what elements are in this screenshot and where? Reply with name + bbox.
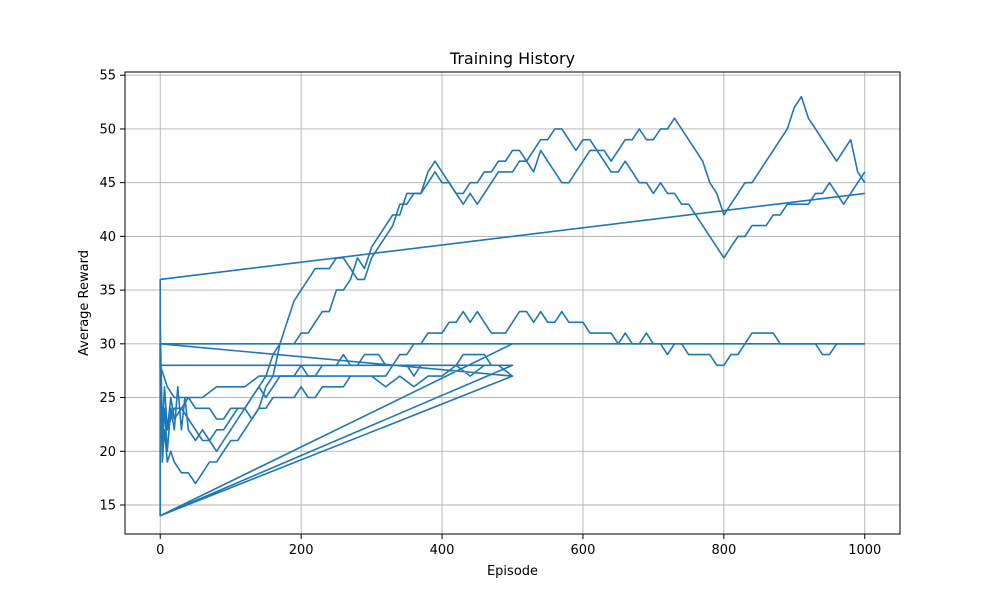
x-axis-label: Episode: [487, 564, 538, 579]
y-tick-label: 20: [99, 445, 116, 460]
x-tick-label: 1000: [848, 543, 881, 558]
x-tick-label: 0: [156, 543, 164, 558]
x-tick-label: 600: [571, 543, 596, 558]
y-tick-label: 50: [99, 122, 116, 137]
chart-title: Training History: [449, 49, 575, 68]
x-tick-label: 400: [430, 543, 455, 558]
y-tick-label: 55: [99, 69, 116, 84]
x-tick-label: 800: [711, 543, 736, 558]
x-tick-label: 200: [289, 543, 314, 558]
y-axis-label: Average Reward: [77, 250, 92, 356]
y-tick-label: 35: [99, 284, 116, 299]
y-tick-label: 25: [99, 391, 116, 406]
y-tick-label: 40: [99, 230, 116, 245]
y-tick-label: 15: [99, 498, 116, 513]
y-tick-label: 45: [99, 176, 116, 191]
y-tick-label: 30: [99, 337, 116, 352]
